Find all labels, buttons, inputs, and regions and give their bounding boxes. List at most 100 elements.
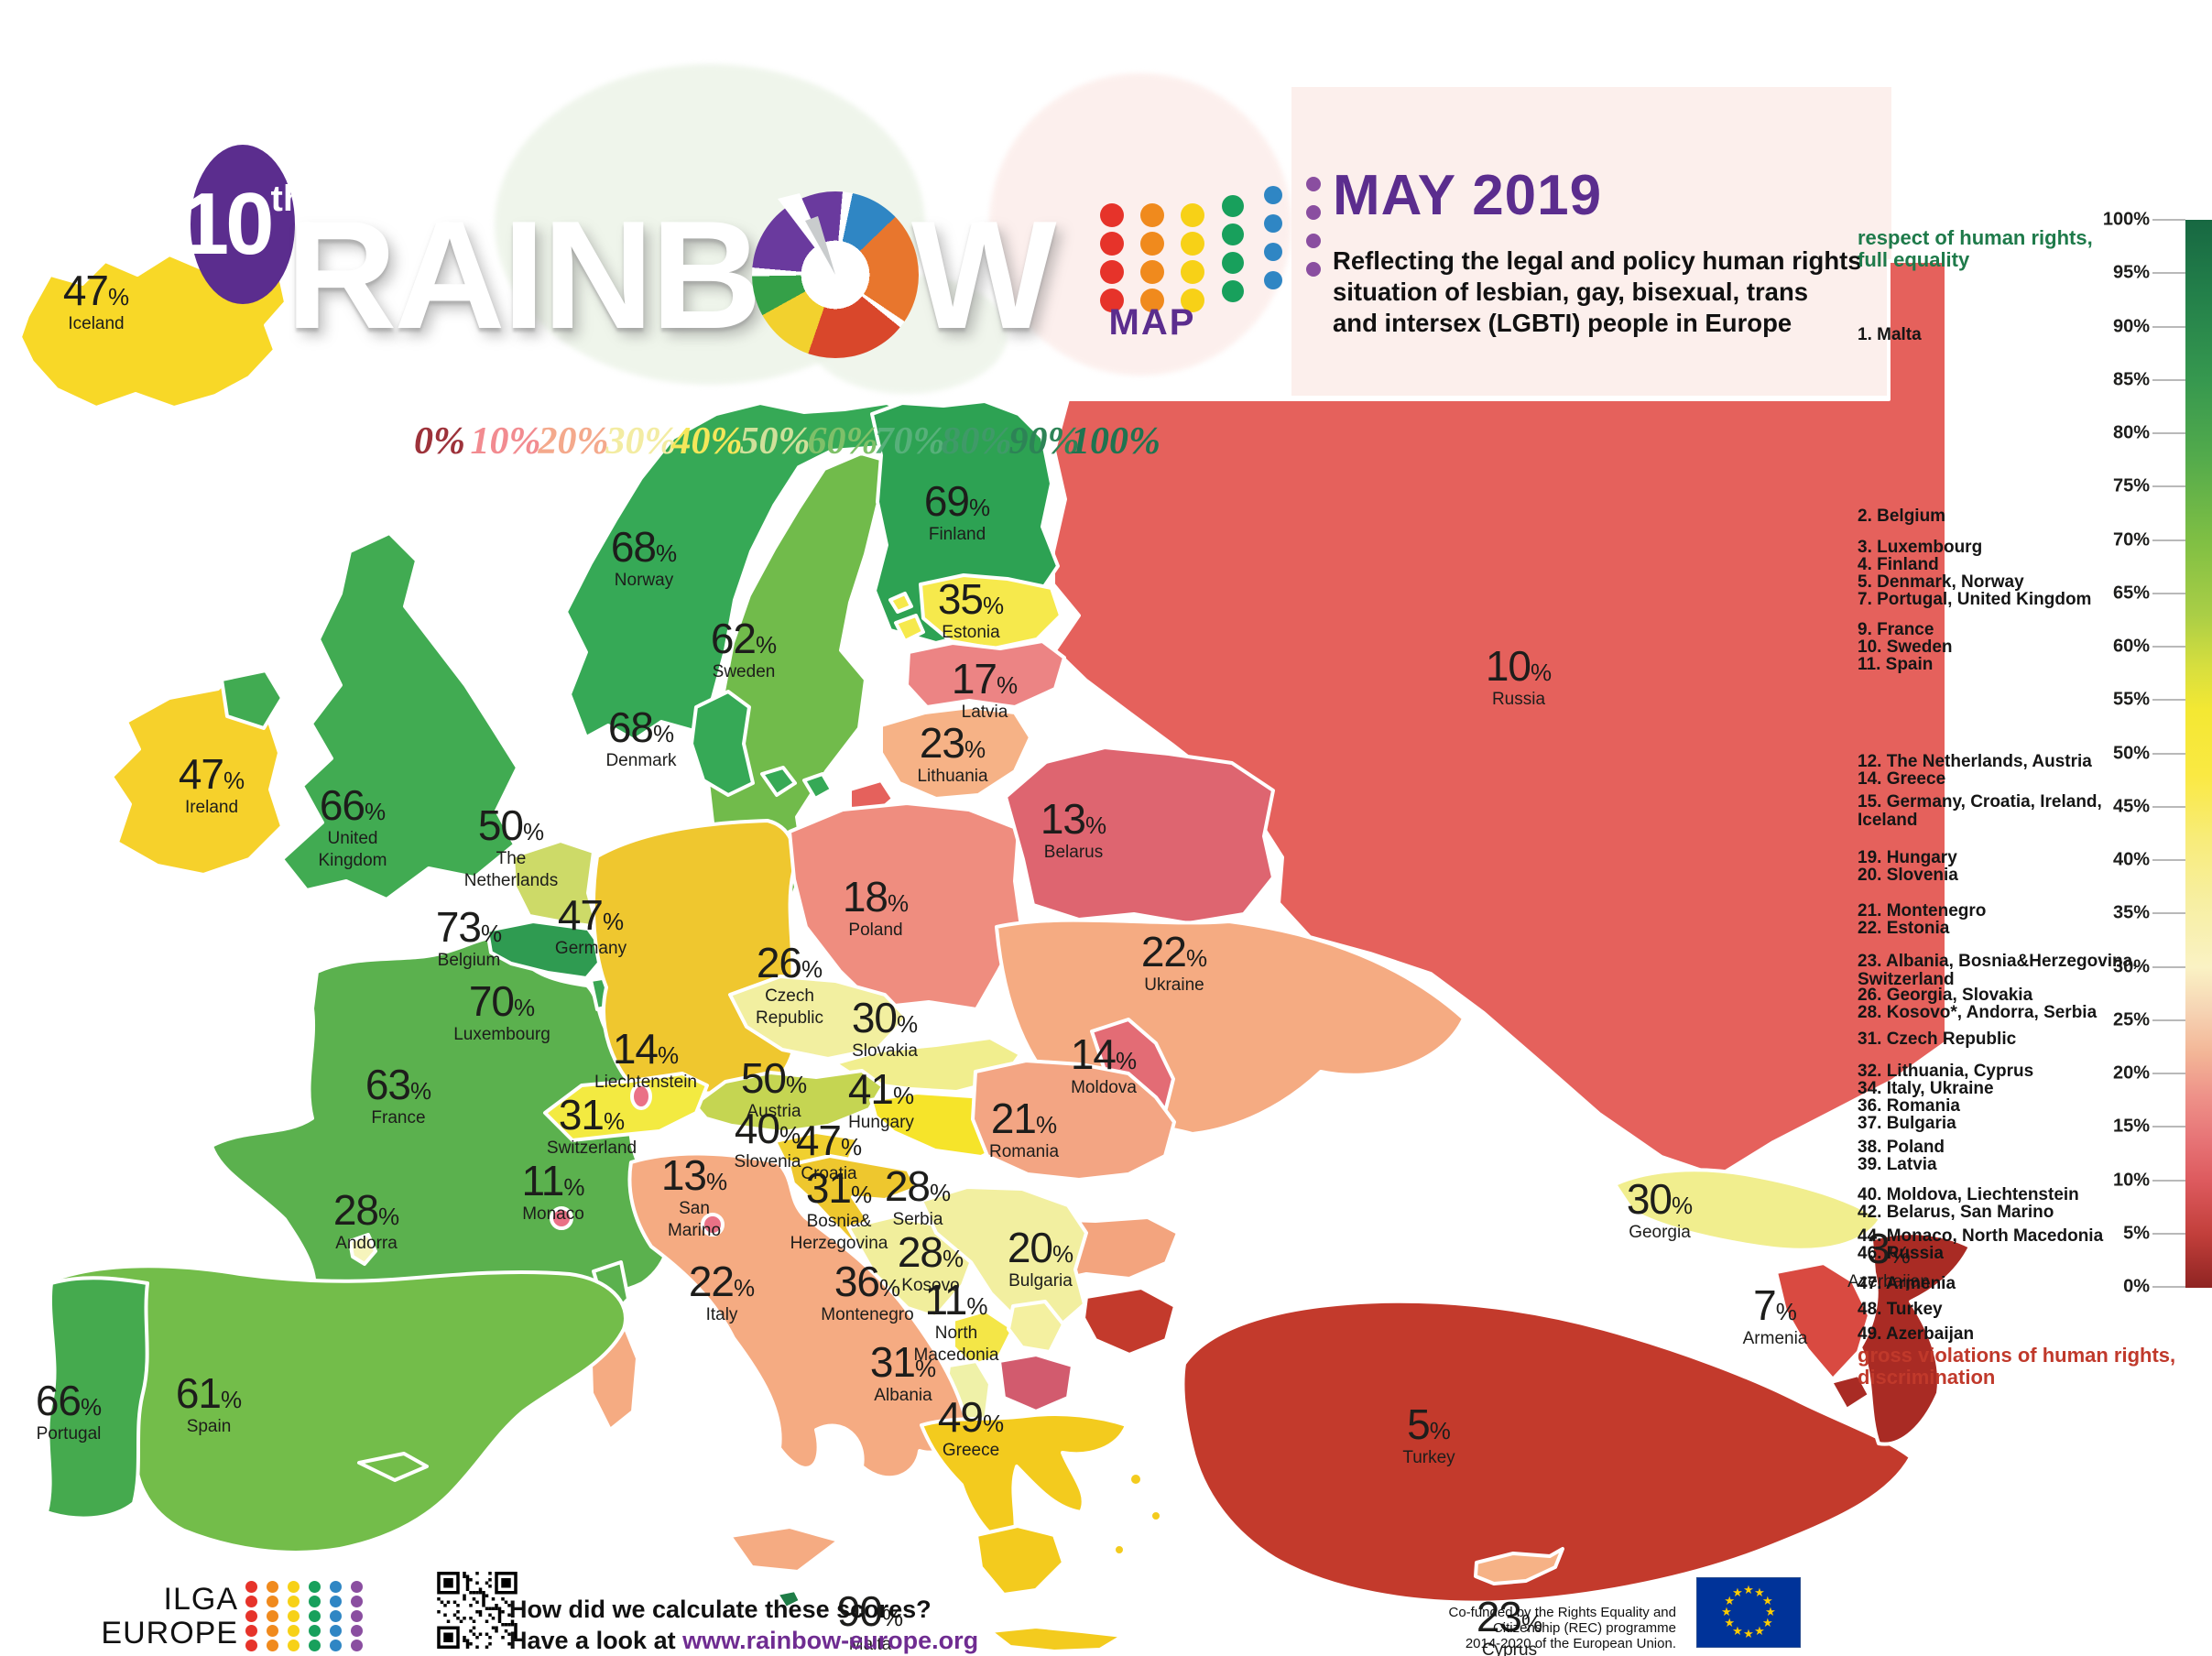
country-name: Malta — [848, 1635, 892, 1654]
scale-tick-label: 75% — [2112, 475, 2150, 496]
scale-row-label: 10% — [470, 420, 541, 463]
country-score: 40% — [734, 1105, 801, 1152]
ranking-item: 28. Kosovo*, Andorra, Serbia — [1858, 1003, 2098, 1022]
scale-tick — [2152, 1073, 2185, 1074]
scale-tick — [2152, 859, 2185, 861]
ilga-dot — [267, 1625, 278, 1637]
ranking-item: 23. Albania, Bosnia&Herzegovina, Switzerl… — [1858, 952, 2138, 989]
country-shape-romania — [971, 1059, 1176, 1182]
scale-tick-label: 55% — [2112, 689, 2150, 710]
scale-tick-label: 90% — [2112, 316, 2150, 336]
country-label: 13% Belarus — [1041, 798, 1106, 862]
country-name: Liechtenstein — [594, 1073, 697, 1092]
matrix-dot — [1140, 203, 1164, 227]
country-score: 13% — [660, 1151, 728, 1199]
matrix-dot — [1181, 232, 1204, 256]
eu-star-icon: ★ — [1761, 1616, 1773, 1629]
country-label: 68% Denmark — [605, 706, 676, 770]
country-score: 47% — [795, 1117, 863, 1164]
eu-star-icon: ★ — [1724, 1594, 1736, 1607]
scale-tick — [2152, 752, 2185, 755]
scale-row-label: 100% — [1071, 420, 1160, 463]
country-score: 68% — [607, 703, 675, 751]
country-name: Spain — [186, 1417, 232, 1436]
map-date-title: MAY 2019 — [1333, 164, 1603, 227]
ilga-dot — [267, 1610, 278, 1622]
country-name: Poland — [848, 921, 903, 940]
matrix-dot — [1222, 223, 1244, 245]
country-score: 14% — [1070, 1030, 1138, 1078]
country-score: 47% — [62, 267, 130, 314]
country-label: 28% Kosovo — [898, 1231, 964, 1295]
background-map-silhouette — [989, 73, 1291, 376]
scale-tick-label: 100% — [2102, 209, 2150, 230]
country-shape-northern-ireland — [220, 669, 284, 730]
country-name: Bulgaria — [1008, 1271, 1073, 1291]
eu-star-icon: ★ — [1743, 1627, 1754, 1640]
rainbow-dot-matrix-icon — [1095, 177, 1343, 312]
rainbow-donut-icon — [751, 191, 919, 358]
country-shape-azerbaijan — [1829, 1231, 1972, 1446]
scale-row-label: 70% — [874, 420, 945, 463]
ilga-dot — [245, 1640, 257, 1651]
country-score: 66% — [35, 1377, 103, 1424]
country-name: Armenia — [1742, 1329, 1808, 1348]
footer-question: How did we calculate these scores? — [509, 1596, 932, 1623]
country-label: 36% Montenegro — [821, 1260, 913, 1324]
country-shape-czech-republic — [728, 975, 909, 1061]
rainbow-europe-link[interactable]: www.rainbow-europe.org — [682, 1627, 979, 1654]
matrix-dot — [1222, 280, 1244, 302]
ilga-dot — [288, 1610, 300, 1622]
ranking-item: 12. The Netherlands, Austria — [1858, 752, 2092, 771]
country-label: 22% Ukraine — [1141, 931, 1207, 995]
country-name: Russia — [1491, 690, 1546, 709]
ilga-logo-line2: EUROPE — [101, 1616, 238, 1651]
country-score: 66% — [319, 781, 387, 829]
country-label: 14% Moldova — [1071, 1033, 1137, 1097]
ranking-item: 31. Czech Republic — [1858, 1030, 2017, 1049]
country-label: 11% North Macedonia — [914, 1279, 999, 1365]
ranking-item: 21. Montenegro — [1858, 901, 1987, 921]
country-name: Turkey — [1402, 1448, 1455, 1467]
country-score: 5% — [1407, 1400, 1451, 1448]
country-name: Italy — [705, 1305, 738, 1324]
country-label: 11% Monaco — [522, 1160, 585, 1224]
scale-tick — [2152, 699, 2185, 702]
country-name: Belarus — [1043, 843, 1104, 862]
country-label: 41% Hungary — [848, 1068, 914, 1132]
country-score: 31% — [869, 1338, 937, 1386]
scale-row-label: 20% — [538, 420, 609, 463]
country-shape-andorra — [348, 1233, 377, 1266]
cofunded-note: Co-funded by the Rights Equality and Citi… — [1448, 1605, 1677, 1651]
matrix-dot — [1222, 195, 1244, 217]
country-shape-north-macedonia — [997, 1353, 1074, 1413]
country-name: The — [496, 849, 527, 868]
scale-tick-label: 20% — [2112, 1062, 2150, 1084]
ranking-item: 40. Moldova, Liechtenstein — [1858, 1185, 2079, 1204]
ilga-dot — [330, 1640, 342, 1651]
scale-tick — [2152, 432, 2185, 434]
rainbow-logo-text-left: RAINB — [286, 188, 762, 361]
edition-number: 10 — [180, 175, 275, 273]
ilga-dot — [351, 1596, 363, 1607]
country-label: 14% Liechtenstein — [594, 1028, 697, 1092]
country-score: 31% — [805, 1164, 873, 1212]
country-score: 7% — [1753, 1281, 1797, 1329]
country-label: 28% Serbia — [885, 1165, 951, 1229]
ranking-item: 44. Monaco, North Macedonia — [1858, 1226, 2104, 1246]
matrix-dot — [1306, 234, 1321, 248]
ilga-dot — [245, 1625, 257, 1637]
country-name: Ireland — [184, 798, 239, 817]
matrix-dot — [1140, 232, 1164, 256]
matrix-dot — [1140, 260, 1164, 284]
country-label: 66% Portugal — [36, 1379, 102, 1444]
matrix-dot — [1181, 289, 1204, 312]
country-score: 20% — [1007, 1224, 1074, 1271]
country-shape-belgium — [485, 920, 608, 980]
rainbow-logo: RAINB W — [286, 188, 1057, 362]
ranking-item: 46. Russia — [1858, 1244, 1944, 1263]
ranking-item: 7. Portugal, United Kingdom — [1858, 590, 2092, 609]
country-score: 73% — [435, 903, 503, 951]
